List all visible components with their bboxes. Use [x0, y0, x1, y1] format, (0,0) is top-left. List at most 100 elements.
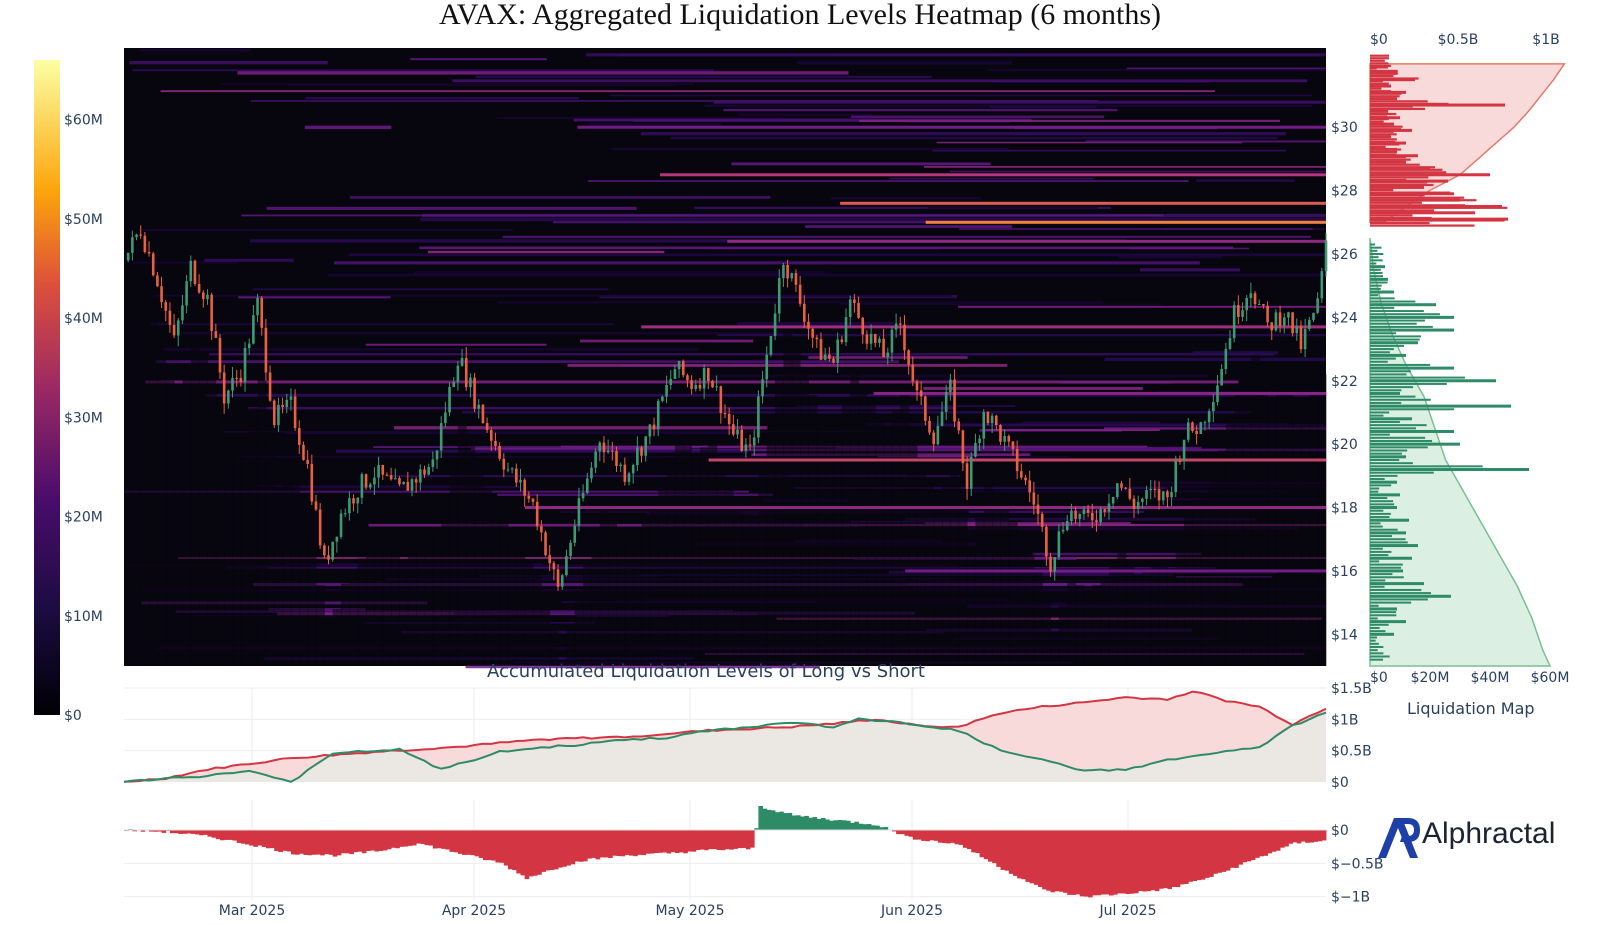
colorbar: [34, 60, 60, 715]
price-candle: [151, 253, 155, 276]
difference-tick-label: $0: [1331, 823, 1349, 839]
negative-diff-bar: [1275, 830, 1281, 851]
negative-diff-bar: [1117, 830, 1122, 894]
price-candle: [293, 396, 297, 429]
long-level-bar: [1370, 642, 1379, 645]
long-level-bar: [1370, 404, 1511, 408]
negative-diff-bar: [449, 830, 455, 852]
heatmap-shadow: [374, 542, 384, 666]
price-candle: [197, 284, 201, 293]
negative-diff-bar: [528, 830, 534, 877]
long-level-bar: [1370, 449, 1408, 452]
positive-diff-bar: [754, 828, 759, 830]
positive-diff-bar: [812, 817, 818, 830]
negative-diff-bar: [1154, 830, 1160, 892]
heatmap-band: [208, 353, 1275, 356]
price-candle: [201, 292, 205, 300]
negative-diff-bar: [478, 830, 484, 858]
long-level-bar: [1370, 512, 1391, 515]
heatmap-shadow: [825, 425, 835, 666]
price-candle: [853, 299, 856, 304]
price-candle: [782, 264, 785, 279]
negative-diff-bar: [353, 830, 359, 853]
heatmap-shadow: [257, 374, 267, 666]
negative-diff-bar: [361, 830, 367, 854]
price-candle: [598, 442, 602, 452]
heatmap-shadow: [407, 554, 417, 666]
price-candle: [352, 498, 355, 504]
heatmap-shadow: [265, 431, 275, 666]
long-level-bar: [1370, 275, 1384, 278]
long-level-bar: [1370, 315, 1454, 319]
heatmap-shadow: [240, 440, 250, 666]
price-candle: [911, 364, 915, 382]
heatmap-shadow: [1159, 566, 1168, 666]
positive-diff-bar: [846, 820, 851, 830]
negative-diff-bar: [341, 830, 346, 854]
heatmap-band: [129, 60, 328, 65]
long-level-bar: [1370, 414, 1384, 417]
colorbar-tick-label: $50M: [64, 212, 103, 228]
negative-diff-bar: [1125, 830, 1131, 894]
heatmap-hot-level: [660, 173, 1326, 177]
price-candle: [1020, 471, 1023, 478]
heatmap-shadow: [157, 349, 167, 666]
negative-diff-bar: [261, 830, 267, 847]
accumulated-tick-label: $0.5B: [1331, 744, 1372, 760]
long-level-bar: [1370, 611, 1397, 614]
heatmap-band: [967, 527, 1300, 530]
positive-diff-bar: [850, 822, 855, 830]
price-candle: [640, 447, 643, 456]
heatmap-shadow: [841, 401, 851, 666]
heatmap-band: [731, 162, 991, 166]
price-candle: [1232, 305, 1236, 339]
price-candle: [256, 297, 259, 316]
heatmap-shadow: [816, 418, 826, 666]
long-level-bar: [1370, 348, 1394, 351]
negative-diff-bar: [633, 830, 638, 857]
negative-diff-bar: [654, 830, 659, 853]
negative-diff-bar: [950, 830, 955, 843]
long-level-bar: [1370, 573, 1393, 576]
liqmap-top-tick-label: $0: [1370, 32, 1388, 48]
heatmap-shadow: [274, 488, 284, 666]
heatmap-band: [480, 575, 659, 577]
negative-diff-bar: [382, 830, 388, 851]
heatmap-shadow: [1300, 415, 1310, 666]
price-candle: [869, 333, 873, 344]
heatmap-hot-level: [577, 125, 1326, 129]
x-tick-label: Jun 2025: [880, 903, 943, 919]
negative-diff-bar: [274, 830, 279, 852]
price-candle: [373, 477, 376, 485]
liquidation-map-ticks: $0 $0.5B $1B $0 $20M $40M $60M: [1370, 32, 1569, 686]
negative-diff-bar: [1167, 830, 1172, 890]
negative-diff-bar: [933, 830, 939, 841]
heatmap-shadow: [174, 412, 183, 666]
negative-diff-bar: [1134, 830, 1139, 894]
price-candle: [757, 396, 760, 438]
price-candle: [548, 555, 552, 564]
heatmap-band: [670, 136, 1278, 140]
price-candle: [719, 386, 723, 414]
price-candle: [1245, 298, 1249, 311]
price-candle: [585, 478, 589, 493]
long-level-bar: [1370, 462, 1413, 465]
negative-diff-bar: [1271, 830, 1277, 852]
short-level-bar: [1370, 138, 1397, 141]
negative-diff-bar: [916, 830, 922, 840]
long-level-bar: [1370, 256, 1379, 259]
negative-diff-bar: [570, 830, 576, 865]
heatmap-band: [937, 579, 1157, 582]
price-candle: [335, 536, 339, 542]
heatmap-band: [850, 115, 1105, 118]
price-candle: [544, 532, 547, 556]
negative-diff-bar: [695, 830, 701, 851]
short-level-bar: [1370, 116, 1400, 120]
short-level-bar: [1370, 107, 1426, 111]
negative-diff-bar: [737, 830, 743, 849]
negative-diff-bar: [420, 830, 425, 844]
heatmap-shadow: [950, 460, 960, 666]
negative-diff-bar: [645, 830, 651, 854]
long-level-bar: [1370, 272, 1383, 275]
negative-diff-bar: [1150, 830, 1156, 891]
